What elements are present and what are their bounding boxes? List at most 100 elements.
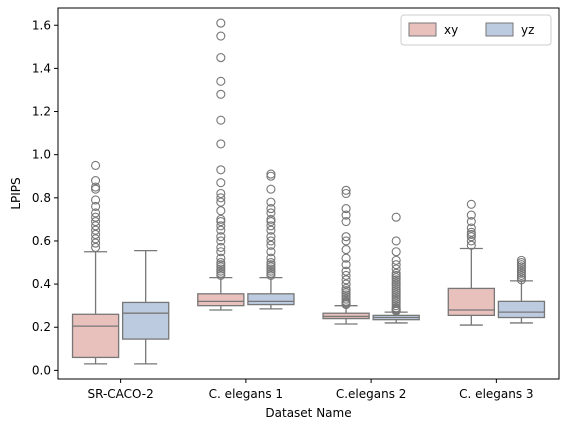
- outlier-point: [266, 247, 276, 257]
- outlier-point: [91, 216, 101, 227]
- outlier-point: [216, 214, 226, 224]
- outlier-point: [216, 115, 226, 125]
- outlier-point: [91, 221, 101, 231]
- axes: 0.0 0.2 0.4 0.6 0.8 1.0 1.2 1.4 1.6 SR-CACO-2 C. e…: [32, 7, 560, 401]
- outlier-point: [266, 240, 276, 250]
- outlier-point: [391, 247, 401, 257]
- box-xy-1: [197, 18, 245, 311]
- x-axis-label: Dataset Name: [265, 406, 351, 420]
- outlier-point: [391, 264, 401, 274]
- outlier-point: [91, 160, 101, 171]
- x-tick-label: SR-CACO-2: [87, 387, 153, 401]
- outlier-point: [266, 232, 276, 242]
- outlier-point: [216, 31, 226, 41]
- outlier-point: [216, 253, 226, 263]
- y-tick-label: 1.4: [32, 61, 51, 75]
- legend-label-xy: xy: [444, 23, 458, 37]
- outlier-point: [216, 221, 226, 231]
- plot-area: [71, 18, 546, 365]
- legend-swatch-yz: [485, 22, 514, 37]
- outlier-point: [216, 18, 226, 28]
- x-tick-label: C.elegans 2: [336, 387, 407, 401]
- box-xy-3: [447, 199, 496, 326]
- outlier-point: [466, 240, 476, 250]
- outlier-point: [216, 188, 226, 199]
- outlier-point: [91, 212, 101, 222]
- outlier-point: [341, 266, 351, 276]
- outlier-point: [341, 253, 351, 263]
- outlier-point: [266, 221, 276, 231]
- outlier-point: [341, 204, 351, 214]
- outlier-point: [266, 184, 276, 194]
- y-tick-label: 0.4: [32, 277, 51, 291]
- outlier-point: [216, 89, 226, 99]
- outlier-point: [91, 234, 101, 244]
- outlier-point: [91, 182, 101, 192]
- outlier-point: [266, 169, 276, 179]
- outlier-point: [91, 225, 101, 235]
- y-tick-label: 0.8: [32, 191, 51, 205]
- box-iqr: [197, 293, 245, 307]
- outlier-point: [466, 216, 476, 227]
- y-tick-label: 1.6: [32, 18, 51, 32]
- outlier-point: [341, 283, 351, 293]
- outlier-point: [266, 197, 276, 207]
- outlier-point: [391, 236, 401, 246]
- outlier-point: [216, 242, 226, 252]
- box-iqr: [71, 313, 120, 359]
- legend-label-yz: yz: [521, 23, 534, 37]
- y-tick-label: 0.6: [32, 234, 51, 248]
- outlier-point: [91, 242, 101, 252]
- outlier-point: [216, 236, 226, 246]
- box-iqr: [447, 287, 496, 317]
- plot-frame: [57, 7, 560, 380]
- outlier-point: [216, 232, 226, 242]
- outlier-point: [341, 245, 351, 255]
- outlier-point: [216, 53, 226, 63]
- box-yz-0: [121, 250, 170, 365]
- outlier-point: [216, 197, 226, 207]
- box-yz-1: [247, 169, 295, 310]
- outlier-point: [466, 227, 476, 237]
- outlier-point: [91, 208, 101, 218]
- outlier-point: [91, 229, 101, 240]
- outlier-point: [466, 199, 476, 209]
- outlier-point: [216, 139, 226, 149]
- outlier-point: [266, 236, 276, 246]
- outlier-point: [391, 268, 401, 278]
- outlier-point: [91, 195, 101, 205]
- box-xy-0: [71, 160, 120, 365]
- y-tick-label: 1.0: [32, 148, 51, 162]
- outlier-point: [391, 255, 401, 265]
- box-yz-2: [372, 212, 420, 324]
- y-tick-label: 1.2: [32, 105, 51, 119]
- outlier-point: [91, 176, 101, 186]
- outlier-point: [266, 214, 276, 224]
- outlier-point: [216, 193, 226, 203]
- outlier-point: [341, 236, 351, 246]
- box-iqr: [121, 301, 170, 340]
- outlier-point: [516, 255, 526, 265]
- outlier-point: [266, 204, 276, 214]
- outlier-point: [466, 223, 476, 233]
- outlier-point: [391, 260, 401, 270]
- y-tick-label: 0.0: [32, 363, 51, 377]
- outlier-point: [216, 257, 226, 268]
- outlier-point: [466, 210, 476, 220]
- outlier-point: [341, 232, 351, 242]
- box-xy-2: [322, 185, 370, 325]
- outlier-point: [341, 260, 351, 270]
- x-tick-label: C. elegans 1: [209, 387, 283, 401]
- x-tick-label: C. elegans 3: [459, 387, 533, 401]
- outlier-point: [266, 208, 276, 218]
- outlier-point: [266, 253, 276, 263]
- outlier-point: [216, 225, 226, 235]
- legend-swatch-xy: [408, 22, 437, 37]
- outlier-point: [466, 236, 476, 246]
- outlier-point: [341, 185, 351, 195]
- outlier-point: [216, 206, 226, 216]
- outlier-point: [341, 270, 351, 281]
- outlier-point: [341, 210, 351, 220]
- box-yz-3: [497, 255, 546, 324]
